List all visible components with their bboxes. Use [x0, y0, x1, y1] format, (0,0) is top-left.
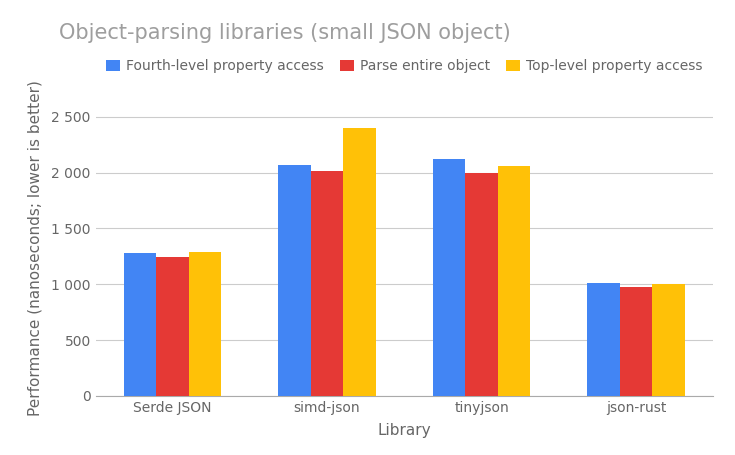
- Y-axis label: Performance (nanoseconds; lower is better): Performance (nanoseconds; lower is bette…: [28, 80, 43, 416]
- Bar: [653, 283, 685, 396]
- Bar: [156, 257, 189, 396]
- Bar: [311, 171, 343, 396]
- Legend: Fourth-level property access, Parse entire object, Top-level property access: Fourth-level property access, Parse enti…: [101, 54, 708, 79]
- Bar: [279, 165, 311, 396]
- Bar: [465, 173, 498, 396]
- Bar: [189, 252, 221, 396]
- Bar: [433, 159, 465, 396]
- Bar: [620, 287, 653, 396]
- Bar: [498, 166, 530, 396]
- Text: Object-parsing libraries (small JSON object): Object-parsing libraries (small JSON obj…: [59, 23, 511, 43]
- X-axis label: Library: Library: [378, 423, 431, 438]
- Bar: [587, 283, 620, 396]
- Bar: [123, 253, 156, 396]
- Bar: [343, 128, 376, 396]
